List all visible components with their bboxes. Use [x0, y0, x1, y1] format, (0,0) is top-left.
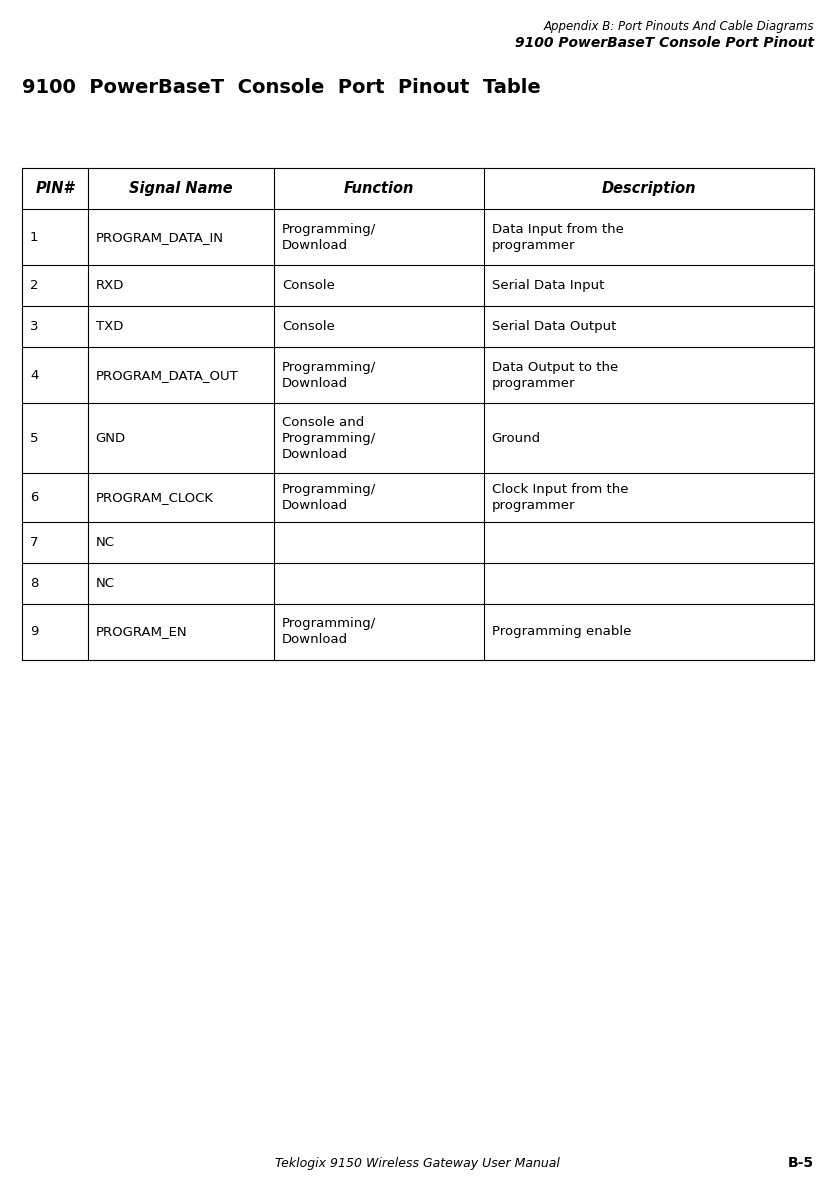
Text: 8: 8	[30, 577, 38, 589]
Text: 9100 PowerBaseT Console Port Pinout: 9100 PowerBaseT Console Port Pinout	[515, 36, 814, 50]
Text: RXD: RXD	[96, 279, 124, 292]
Text: Serial Data Input: Serial Data Input	[492, 279, 604, 292]
Text: NC: NC	[96, 577, 115, 589]
Text: TXD: TXD	[96, 320, 123, 333]
Text: PIN#: PIN#	[36, 181, 74, 196]
Text: Function: Function	[344, 181, 414, 196]
Text: Description: Description	[602, 181, 696, 196]
Text: Console and
Programming/
Download: Console and Programming/ Download	[282, 416, 376, 461]
Text: 1: 1	[30, 230, 38, 243]
Text: PROGRAM_DATA_IN: PROGRAM_DATA_IN	[96, 230, 224, 243]
Text: Serial Data Output: Serial Data Output	[492, 320, 616, 333]
Text: Programming/
Download: Programming/ Download	[282, 223, 376, 252]
Text: Data Output to the
programmer: Data Output to the programmer	[492, 361, 618, 389]
Text: NC: NC	[96, 536, 115, 549]
Text: 9100  PowerBaseT  Console  Port  Pinout  Table: 9100 PowerBaseT Console Port Pinout Tabl…	[22, 78, 541, 97]
Text: PROGRAM_EN: PROGRAM_EN	[96, 625, 187, 639]
Text: 2: 2	[30, 279, 38, 292]
Text: Clock Input from the
programmer: Clock Input from the programmer	[492, 483, 628, 512]
Text: 9: 9	[30, 625, 38, 639]
Text: Data Input from the
programmer: Data Input from the programmer	[492, 223, 624, 252]
Text: Console: Console	[282, 279, 334, 292]
Text: Console: Console	[282, 320, 334, 333]
Text: Signal Name: Signal Name	[129, 181, 232, 196]
Text: 4: 4	[30, 369, 38, 382]
Text: B-5: B-5	[788, 1156, 814, 1170]
Text: PROGRAM_CLOCK: PROGRAM_CLOCK	[96, 491, 214, 504]
Text: 6: 6	[30, 491, 38, 504]
Text: 7: 7	[30, 536, 38, 549]
Text: Ground: Ground	[492, 431, 541, 444]
Text: Appendix B: Port Pinouts And Cable Diagrams: Appendix B: Port Pinouts And Cable Diagr…	[543, 20, 814, 34]
Text: Programming enable: Programming enable	[492, 625, 631, 639]
Text: GND: GND	[96, 431, 126, 444]
Text: Programming/
Download: Programming/ Download	[282, 361, 376, 389]
Text: PROGRAM_DATA_OUT: PROGRAM_DATA_OUT	[96, 369, 238, 382]
Text: Programming/
Download: Programming/ Download	[282, 617, 376, 647]
Text: 5: 5	[30, 431, 38, 444]
Text: Teklogix 9150 Wireless Gateway User Manual: Teklogix 9150 Wireless Gateway User Manu…	[275, 1157, 560, 1170]
Text: Programming/
Download: Programming/ Download	[282, 483, 376, 512]
Text: 3: 3	[30, 320, 38, 333]
